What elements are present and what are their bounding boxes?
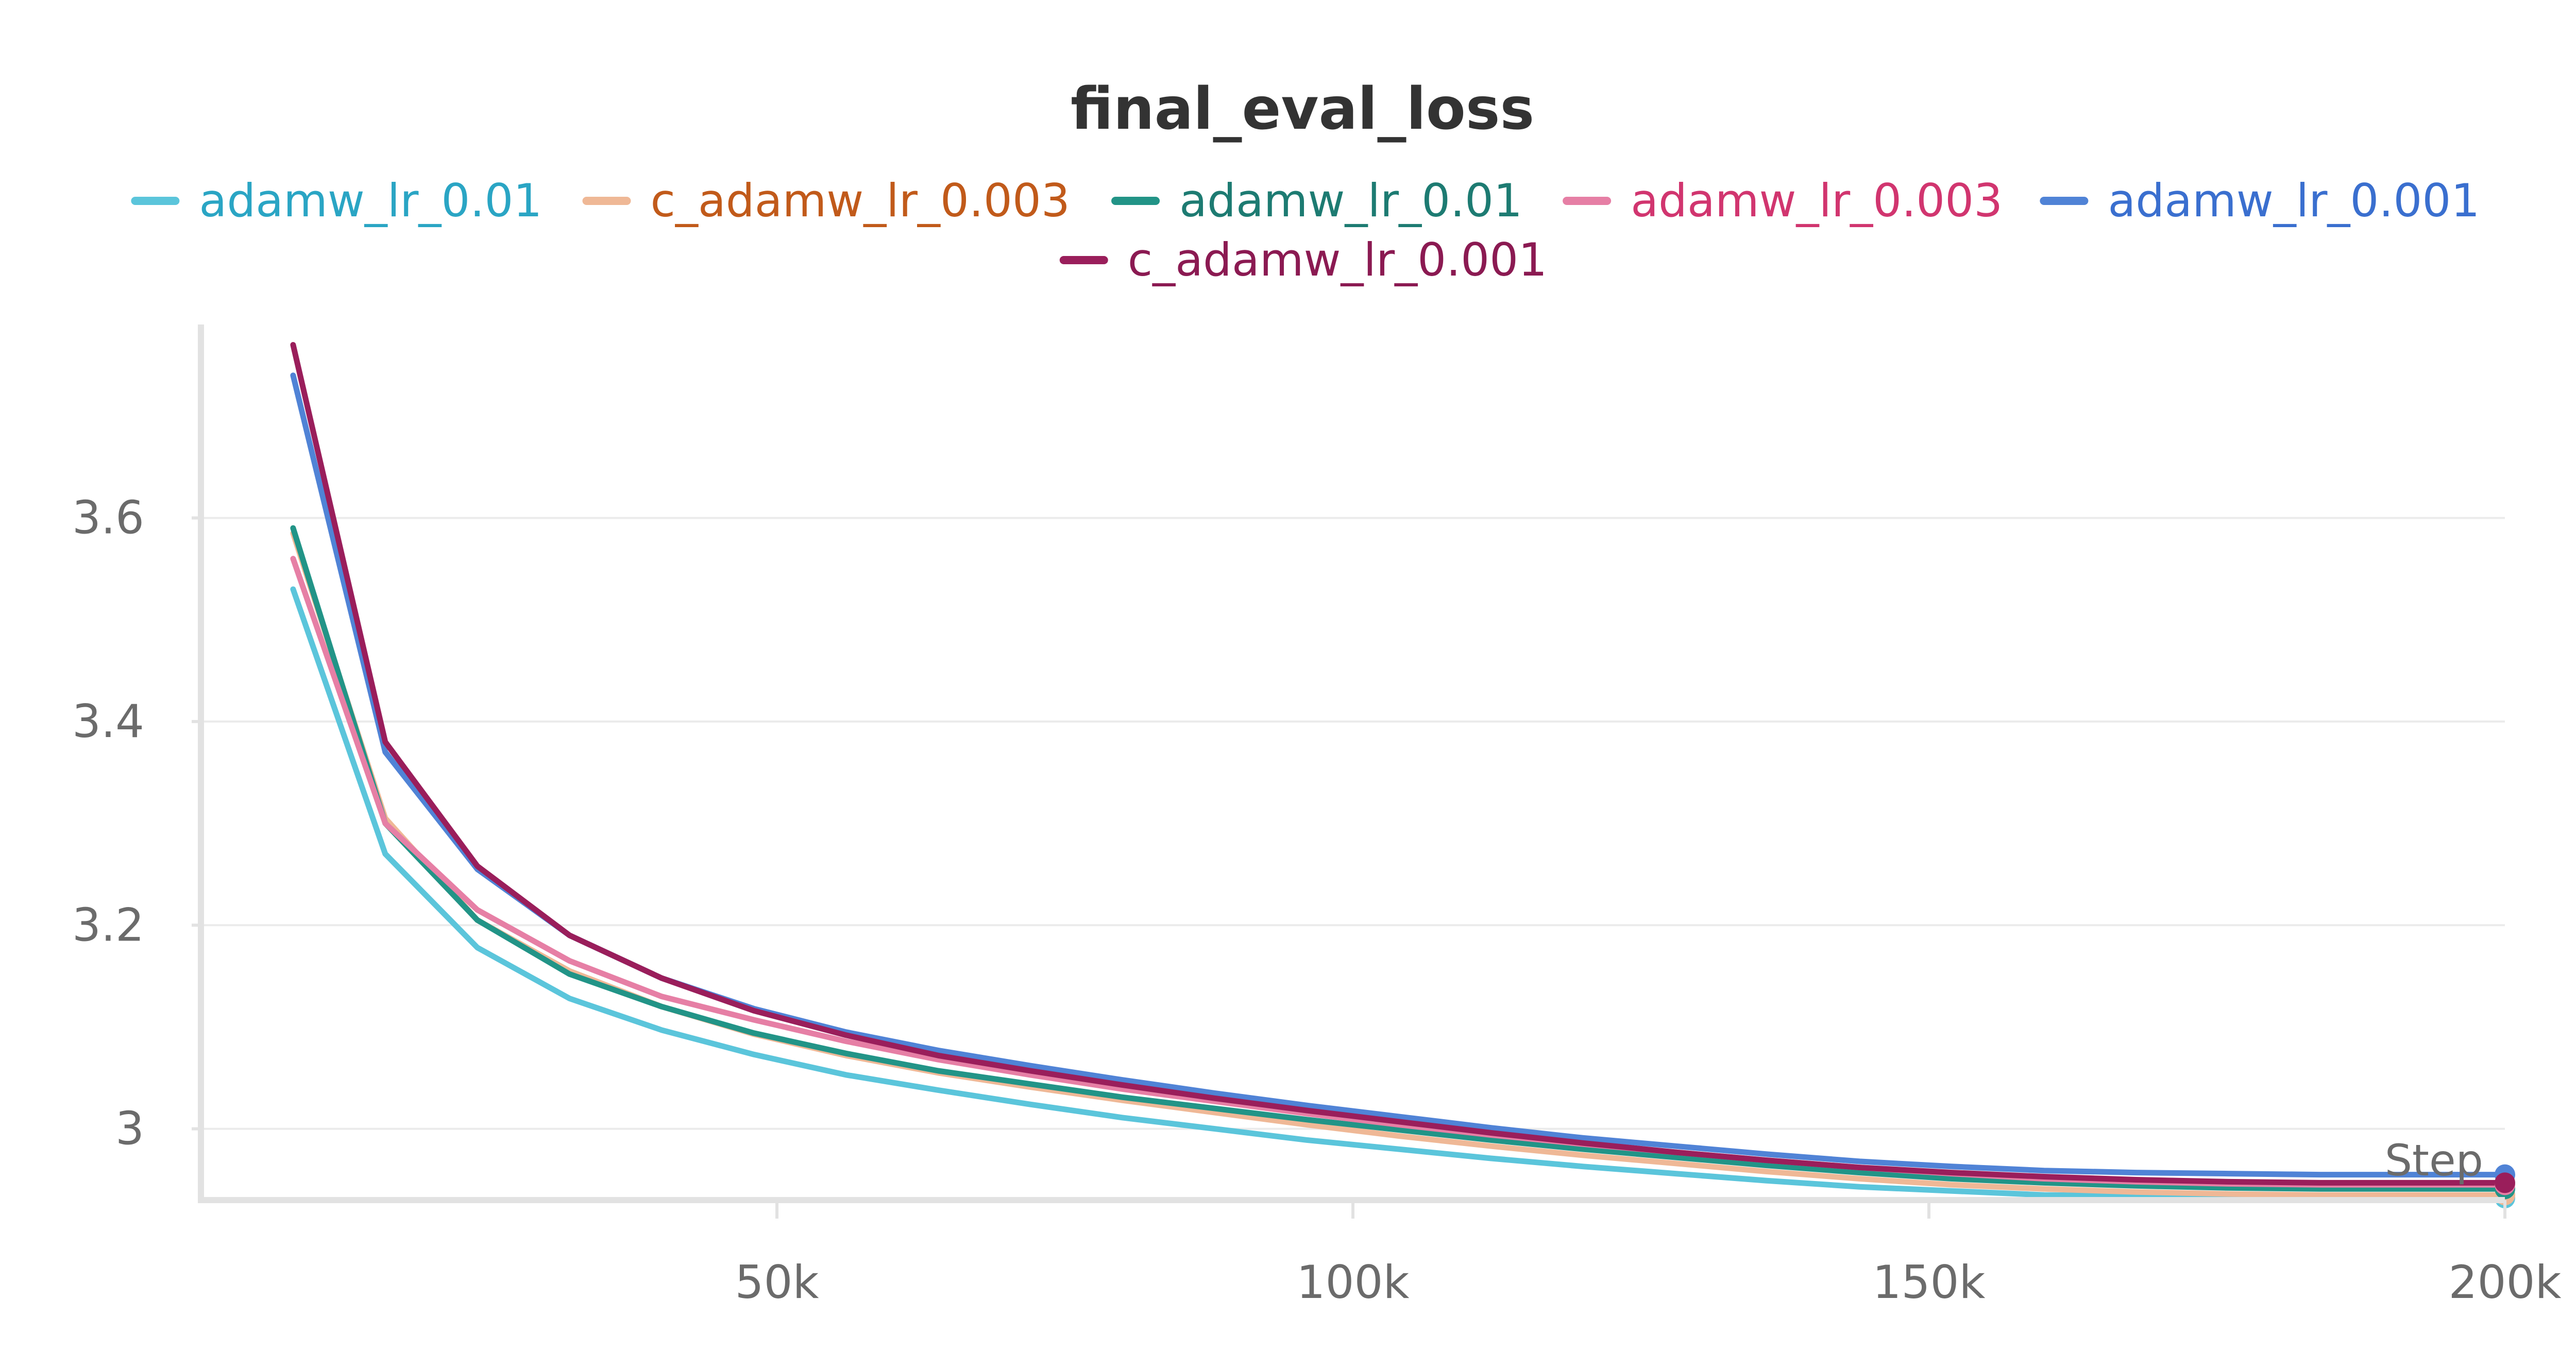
x-axis-ticks: 50k 100k 150k 200k — [735, 1200, 2562, 1309]
grid-lines — [201, 517, 2505, 1130]
chart-title: final_eval_loss — [1071, 76, 1534, 143]
legend-label: c_adamw_lr_0.001 — [1128, 233, 1547, 286]
legend-item-1[interactable]: c_adamw_lr_0.003 — [582, 174, 1070, 227]
legend-item-5[interactable]: c_adamw_lr_0.001 — [1059, 233, 1547, 286]
x-tick-label: 100k — [1297, 1256, 1410, 1309]
x-tick-label: 50k — [735, 1256, 819, 1309]
series-lines — [290, 342, 2508, 1201]
legend-item-0[interactable]: adamw_lr_0.01 — [131, 174, 542, 227]
series-end-point-5 — [2495, 1172, 2515, 1193]
series-line-5 — [290, 342, 2508, 1186]
legend-item-3[interactable]: adamw_lr_0.003 — [1563, 174, 2003, 227]
x-tick-label: 150k — [1873, 1256, 1986, 1309]
y-axis-ticks: 3 3.2 3.4 3.6 — [72, 491, 201, 1155]
y-tick-label: 3.6 — [72, 491, 144, 544]
legend-label: c_adamw_lr_0.003 — [650, 174, 1070, 227]
legend: adamw_lr_0.01 c_adamw_lr_0.003 adamw_lr_0.… — [131, 174, 2480, 286]
y-tick-label: 3.4 — [72, 695, 144, 748]
x-axis-label: Step — [2385, 1135, 2483, 1186]
series-line-2 — [290, 525, 2508, 1192]
y-tick-label: 3.2 — [72, 898, 144, 951]
legend-label: adamw_lr_0.003 — [1631, 174, 2003, 227]
legend-label: adamw_lr_0.01 — [1179, 174, 1522, 227]
series-line-4 — [290, 372, 2508, 1178]
legend-label: adamw_lr_0.01 — [199, 174, 542, 227]
series-line-1 — [290, 530, 2508, 1198]
legend-item-2[interactable]: adamw_lr_0.01 — [1111, 174, 1522, 227]
legend-item-4[interactable]: adamw_lr_0.001 — [2040, 174, 2480, 227]
y-tick-label: 3 — [115, 1102, 144, 1155]
x-tick-label: 200k — [2449, 1256, 2562, 1309]
series-line-0 — [290, 586, 2508, 1201]
series-line-3 — [290, 556, 2508, 1188]
legend-label: adamw_lr_0.001 — [2108, 174, 2480, 227]
